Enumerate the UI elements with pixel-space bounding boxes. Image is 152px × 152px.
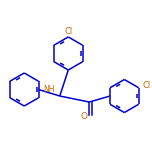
Text: Cl: Cl [64, 28, 72, 36]
Text: NH: NH [43, 85, 55, 94]
Text: O: O [81, 112, 88, 121]
Text: Cl: Cl [142, 81, 150, 90]
